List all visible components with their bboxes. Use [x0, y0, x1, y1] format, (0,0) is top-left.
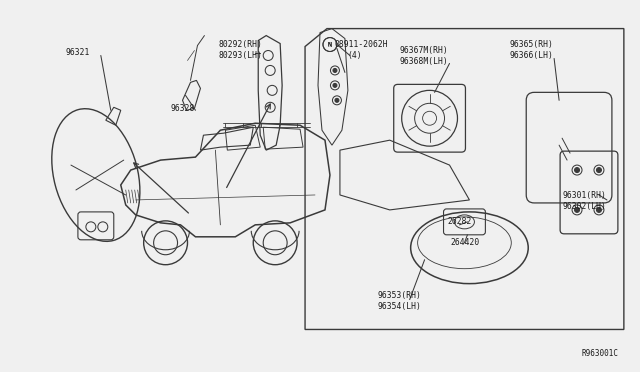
Circle shape: [333, 68, 337, 73]
Circle shape: [575, 167, 580, 173]
Text: 26282: 26282: [447, 217, 472, 227]
Text: 80293(LH): 80293(LH): [218, 51, 262, 60]
Text: 96367M(RH): 96367M(RH): [400, 46, 449, 55]
Text: 96365(RH): 96365(RH): [509, 40, 553, 49]
Text: (4): (4): [347, 51, 362, 60]
Circle shape: [596, 208, 602, 212]
Circle shape: [596, 167, 602, 173]
Circle shape: [335, 98, 339, 102]
Circle shape: [575, 208, 580, 212]
Circle shape: [333, 83, 337, 87]
Text: 264420: 264420: [451, 238, 480, 247]
Text: N: N: [328, 42, 332, 47]
Text: 96353(RH): 96353(RH): [378, 291, 422, 300]
Text: 96354(LH): 96354(LH): [378, 302, 422, 311]
Text: R963001C: R963001C: [582, 349, 619, 358]
Text: 96368M(LH): 96368M(LH): [400, 57, 449, 66]
Text: 96366(LH): 96366(LH): [509, 51, 553, 60]
Text: 80292(RH): 80292(RH): [218, 40, 262, 49]
Text: 08911-2062H: 08911-2062H: [335, 40, 388, 49]
Text: N: N: [328, 42, 332, 48]
Text: 96302(LH): 96302(LH): [562, 202, 606, 211]
Text: 96328: 96328: [171, 104, 195, 113]
Text: 96301(RH): 96301(RH): [562, 192, 606, 201]
Text: 96321: 96321: [66, 48, 90, 57]
